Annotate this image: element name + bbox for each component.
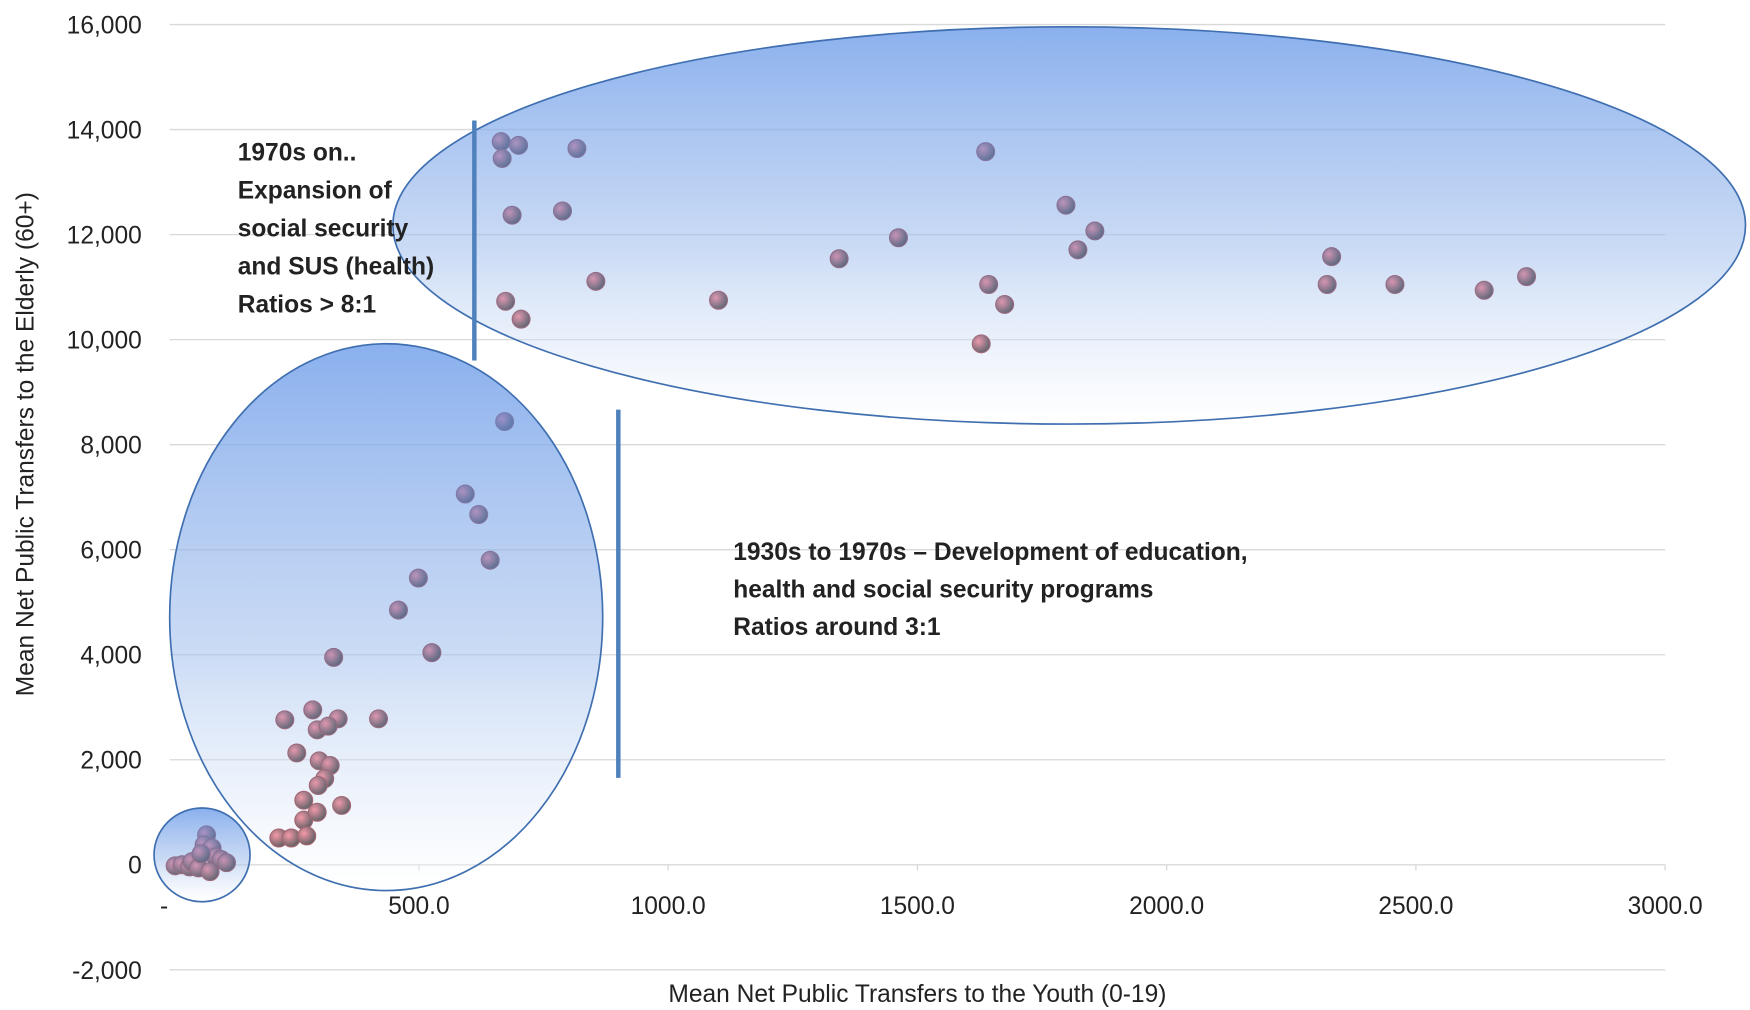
annotation: social security <box>238 216 409 243</box>
y-tick-label: 0 <box>128 853 142 880</box>
x-tick-label: 1500.0 <box>880 893 955 920</box>
y-tick-label: 14,000 <box>67 118 142 145</box>
annotations: 1970s on.. Expansion of social security and… <box>238 140 1248 641</box>
y-tick-label: 6,000 <box>80 538 141 565</box>
annotation: health and social security programs <box>733 577 1153 604</box>
cluster-ellipse <box>168 342 604 892</box>
x-tick-label: 2500.0 <box>1378 893 1453 920</box>
y-tick-label: 10,000 <box>67 328 142 355</box>
annotation: Ratios > 8:1 <box>238 291 376 318</box>
x-tick-label: 3000.0 <box>1628 893 1703 920</box>
ticks: -2,000 0 2,000 4,000 6,000 8,000 10,000 12,000 1… <box>67 12 1703 984</box>
x-tick-label: 2000.0 <box>1129 893 1204 920</box>
y-tick-label: 16,000 <box>67 12 142 39</box>
y-tick-label: 8,000 <box>80 433 141 460</box>
annotation: and SUS (health) <box>238 254 434 281</box>
x-tick-label: 1000.0 <box>631 893 706 920</box>
cluster-ellipse <box>153 807 251 903</box>
y-tick-label: 2,000 <box>80 748 141 775</box>
y-axis-title: Mean Net Public Transfers to the Elderly… <box>13 192 40 696</box>
annotation: Expansion of <box>238 178 393 205</box>
y-tick-label: 12,000 <box>67 223 142 250</box>
x-axis-title: Mean Net Public Transfers to the Youth (… <box>668 981 1166 1008</box>
annotation: Ratios around 3:1 <box>733 614 940 641</box>
cluster-ellipse <box>392 25 1747 425</box>
y-tick-label: -2,000 <box>72 958 142 985</box>
x-tick-label: 500.0 <box>388 893 449 920</box>
clusters <box>153 25 1747 903</box>
y-tick-label: 4,000 <box>80 643 141 670</box>
annotation: 1970s on.. <box>238 140 357 167</box>
x-tick-label: - <box>160 893 168 920</box>
annotation: 1930s to 1970s – Development of educatio… <box>733 539 1247 566</box>
